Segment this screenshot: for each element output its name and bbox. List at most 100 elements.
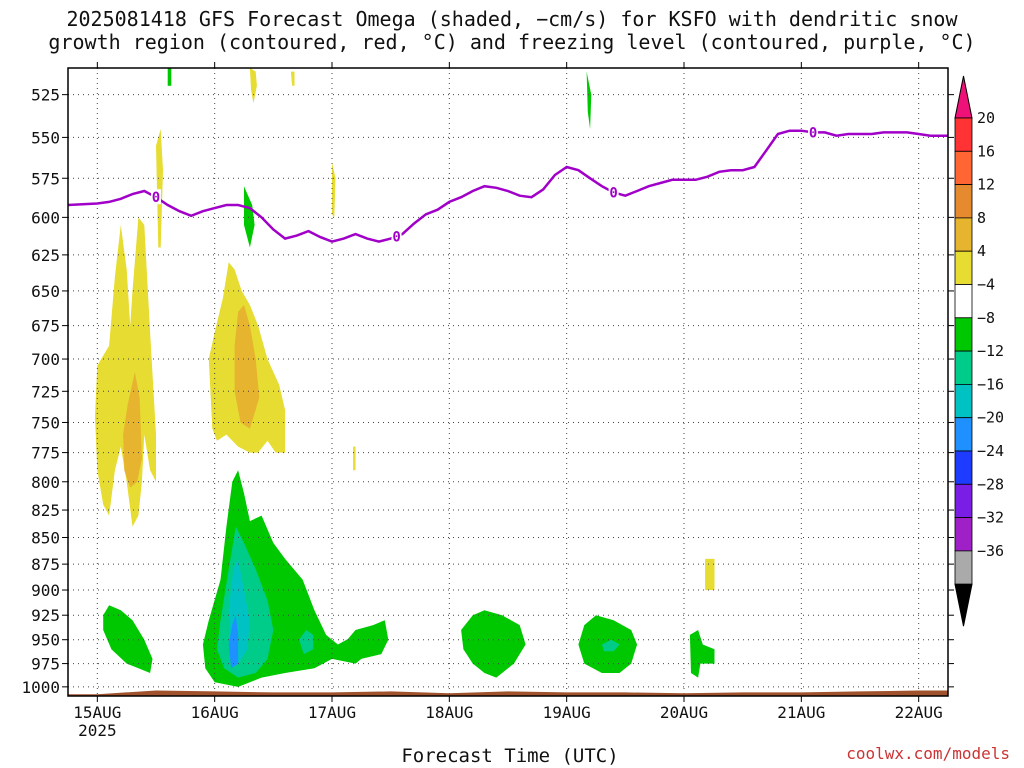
y-tick-label-725: 725 [31, 382, 60, 401]
colorbar-label-12: −32 [977, 509, 1004, 527]
freezing-level-label-2: 0 [609, 186, 617, 202]
colorbar-bottom-arrow [954, 583, 973, 627]
omega-region-23 [347, 620, 389, 659]
colorbar-swatch-1 [954, 150, 973, 186]
colorbar-swatch-8 [954, 383, 973, 419]
y-tick-label-675: 675 [31, 317, 60, 336]
omega-region-17 [228, 615, 239, 669]
chart-title: 2025081418 GFS Forecast Omega (shaded, −… [0, 8, 1024, 54]
surface-fill [68, 690, 948, 696]
freezing-label-bg-3 [808, 124, 819, 140]
omega-region-1 [123, 372, 142, 488]
colorbar: 20 16 12 8 4 −4 −8 −12 −16 −20 −24 −28 −32 −36 [954, 75, 1004, 627]
x-tick-label-21: 21AUG [777, 703, 825, 722]
freezing-level-label-3: 0 [809, 125, 817, 141]
freezing-label-bg-0 [151, 189, 161, 205]
colorbar-swatch-5 [954, 284, 973, 319]
omega-region-8 [353, 446, 356, 471]
colorbar-swatch-12 [954, 517, 973, 552]
title-line-2: growth region (contoured, red, °C) and f… [48, 30, 976, 54]
omega-region-7 [332, 162, 336, 218]
colorbar-label-5: −4 [977, 276, 995, 294]
colorbar-label-7: −12 [977, 342, 1004, 360]
y-tick-label-575: 575 [31, 169, 60, 188]
y-tick-label-1000: 1000 [21, 678, 60, 697]
x-tick-sublabel-15: 2025 [78, 721, 117, 740]
omega-region-19 [461, 610, 526, 678]
y-tick-label-775: 775 [31, 444, 60, 463]
colorbar-label-9: −20 [977, 409, 1004, 427]
freezing-level-label-1: 0 [392, 229, 400, 245]
y-tick-label-750: 750 [31, 413, 60, 432]
omega-region-18 [299, 630, 314, 655]
colorbar-swatch-2 [954, 184, 973, 219]
colorbar-top-arrow [954, 75, 973, 119]
colorbar-swatch-6 [954, 317, 973, 352]
omega-region-9 [705, 558, 715, 590]
x-tick-label-22: 22AUG [895, 703, 943, 722]
colorbar-label-0: 20 [977, 109, 995, 127]
x-axis-label: Forecast Time (UTC) [401, 745, 619, 767]
x-tick-label-19: 19AUG [543, 703, 591, 722]
colorbar-swatch-4 [954, 250, 973, 285]
surface-terrain [68, 690, 948, 696]
x-tick-label-17: 17AUG [308, 703, 356, 722]
y-tick-label-825: 825 [31, 501, 60, 520]
colorbar-swatch-9 [954, 417, 973, 452]
y-tick-label-950: 950 [31, 631, 60, 650]
x-tick-label-18: 18AUG [425, 703, 473, 722]
colorbar-swatch-13 [954, 550, 973, 585]
omega-region-21 [601, 639, 620, 652]
omega-region-11 [167, 68, 172, 86]
colorbar-label-1: 16 [977, 142, 995, 160]
omega-region-6 [290, 71, 295, 86]
colorbar-label-13: −36 [977, 542, 1004, 560]
omega-region-5 [249, 68, 257, 104]
colorbar-label-10: −24 [977, 442, 1004, 460]
y-tick-label-700: 700 [31, 350, 60, 369]
y-tick-label-925: 925 [31, 606, 60, 625]
colorbar-label-11: −28 [977, 475, 1004, 493]
omega-region-12 [586, 71, 592, 129]
colorbar-swatch-0 [954, 117, 973, 152]
colorbar-swatch-11 [954, 483, 973, 518]
x-tick-label-16: 16AUG [191, 703, 239, 722]
colorbar-label-3: 8 [977, 209, 986, 227]
y-tick-label-625: 625 [31, 246, 60, 265]
colorbar-label-8: −16 [977, 375, 1004, 393]
plot-frame [67, 67, 949, 697]
y-tick-label-850: 850 [31, 528, 60, 547]
colorbar-label-2: 12 [977, 176, 995, 194]
freezing-label-bg-1 [391, 228, 402, 244]
freezing-level-label-0: 0 [152, 190, 160, 206]
y-tick-label-900: 900 [31, 581, 60, 600]
colorbar-label-6: −8 [977, 309, 995, 327]
x-tick-label-15: 15AUG [73, 703, 121, 722]
y-tick-label-800: 800 [31, 473, 60, 492]
grid-lines [68, 68, 948, 696]
colorbar-swatch-10 [954, 450, 973, 485]
y-tick-label-600: 600 [31, 208, 60, 227]
y-tick-label-875: 875 [31, 555, 60, 574]
y-tick-label-525: 525 [31, 86, 60, 105]
y-tick-label-975: 975 [31, 655, 60, 674]
y-axis: 525 550 575 600 625 650 675 700 725 750 775 800 825 8… [21, 86, 954, 697]
credit-link[interactable]: coolwx.com/models [846, 744, 1010, 763]
y-tick-label-550: 550 [31, 128, 60, 147]
colorbar-swatch-3 [954, 217, 973, 252]
freezing-level-contour: 0 0 0 0 [68, 124, 948, 245]
omega-region-2 [156, 129, 163, 248]
omega-region-0 [95, 217, 156, 527]
colorbar-label-4: 4 [977, 242, 986, 260]
colorbar-swatch-7 [954, 350, 973, 385]
freezing-label-bg-2 [608, 184, 619, 200]
x-tick-label-20: 20AUG [660, 703, 708, 722]
omega-region-10 [244, 186, 255, 248]
omega-region-22 [689, 630, 715, 678]
y-tick-label-650: 650 [31, 282, 60, 301]
freezing-level-line [68, 129, 948, 243]
title-line-1: 2025081418 GFS Forecast Omega (shaded, −… [66, 7, 958, 31]
omega-shading [95, 68, 715, 687]
